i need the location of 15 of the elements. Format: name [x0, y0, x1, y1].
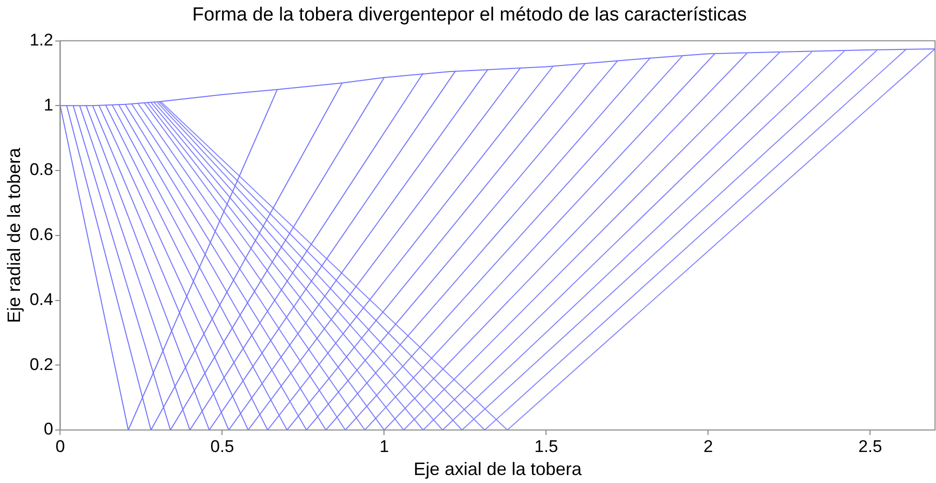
y-tick-label: 0.4 [30, 290, 54, 309]
chart-title: Forma de la tobera divergentepor el método de las características [192, 4, 747, 26]
x-tick-label: 0.5 [210, 436, 234, 456]
y-axis-title: Eje radial de la tobera [4, 146, 24, 323]
x-tick-label: 2.5 [858, 436, 882, 456]
x-axis-title: Eje axial de la tobera [414, 459, 583, 480]
y-tick-label: 0.2 [30, 354, 54, 374]
x-tick-label: 2 [703, 436, 713, 456]
y-tick-label: 0 [44, 420, 54, 439]
y-tick-label: 0.8 [30, 160, 54, 180]
y-tick-label: 1.2 [30, 30, 54, 50]
x-tick-label: 1.5 [534, 436, 558, 456]
x-tick-label: 1 [379, 436, 389, 456]
y-tick-label: 1 [44, 95, 54, 114]
y-tick-label: 0.6 [30, 225, 54, 244]
